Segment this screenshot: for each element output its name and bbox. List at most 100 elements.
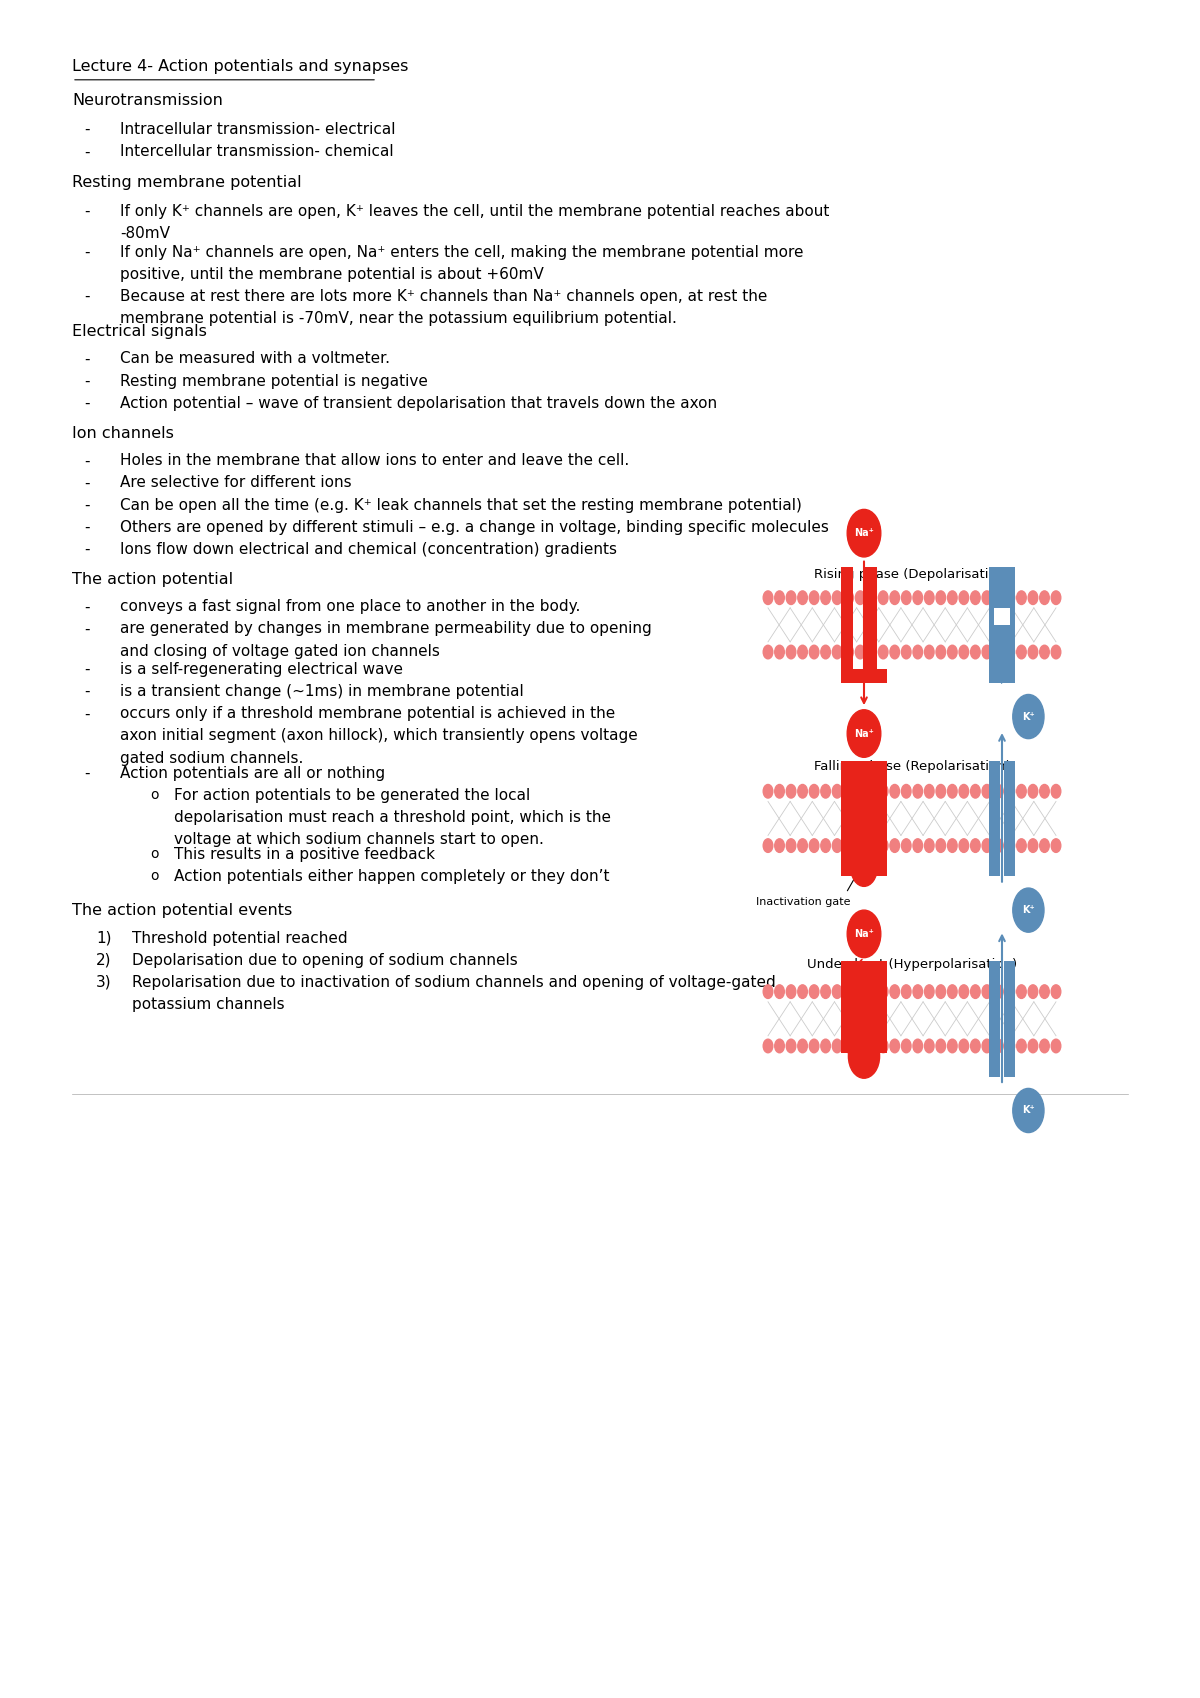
- Text: Action potential – wave of transient depolarisation that travels down the axon: Action potential – wave of transient dep…: [120, 396, 718, 411]
- Text: K⁺: K⁺: [1022, 1105, 1034, 1116]
- Text: Action potentials are all or nothing: Action potentials are all or nothing: [120, 766, 385, 781]
- Text: If only Na⁺ channels are open, Na⁺ enters the cell, making the membrane potentia: If only Na⁺ channels are open, Na⁺ enter…: [120, 245, 804, 260]
- Circle shape: [1006, 839, 1015, 852]
- Circle shape: [971, 1039, 980, 1053]
- Circle shape: [936, 645, 946, 659]
- Circle shape: [833, 645, 842, 659]
- Circle shape: [878, 645, 888, 659]
- Circle shape: [994, 985, 1003, 998]
- Circle shape: [1006, 645, 1015, 659]
- Circle shape: [1051, 591, 1061, 604]
- Circle shape: [763, 839, 773, 852]
- Circle shape: [924, 645, 934, 659]
- Text: -: -: [84, 766, 90, 781]
- Circle shape: [809, 645, 818, 659]
- Circle shape: [1028, 645, 1038, 659]
- Circle shape: [798, 591, 808, 604]
- Text: -: -: [84, 542, 90, 557]
- Circle shape: [924, 839, 934, 852]
- Circle shape: [809, 784, 818, 798]
- Text: -: -: [84, 706, 90, 722]
- Text: -80mV: -80mV: [120, 226, 170, 241]
- Text: Repolarisation due to inactivation of sodium channels and opening of voltage-gat: Repolarisation due to inactivation of so…: [132, 975, 775, 990]
- Circle shape: [821, 1039, 830, 1053]
- Circle shape: [798, 985, 808, 998]
- Circle shape: [1013, 888, 1044, 932]
- Circle shape: [1039, 839, 1049, 852]
- Circle shape: [856, 1039, 865, 1053]
- Circle shape: [959, 591, 968, 604]
- Text: Intracellular transmission- electrical: Intracellular transmission- electrical: [120, 122, 396, 138]
- Circle shape: [1039, 784, 1049, 798]
- Circle shape: [982, 839, 991, 852]
- Circle shape: [798, 1039, 808, 1053]
- Circle shape: [948, 784, 958, 798]
- Text: -: -: [84, 453, 90, 469]
- Circle shape: [994, 645, 1003, 659]
- Text: o: o: [150, 788, 158, 801]
- Text: Resting membrane potential is negative: Resting membrane potential is negative: [120, 374, 428, 389]
- Circle shape: [1051, 645, 1061, 659]
- Circle shape: [878, 784, 888, 798]
- Circle shape: [901, 645, 911, 659]
- Circle shape: [1051, 839, 1061, 852]
- Circle shape: [763, 591, 773, 604]
- Text: -: -: [84, 684, 90, 700]
- FancyBboxPatch shape: [1004, 961, 1015, 1077]
- Circle shape: [786, 645, 796, 659]
- Circle shape: [971, 645, 980, 659]
- Circle shape: [798, 784, 808, 798]
- Circle shape: [913, 784, 923, 798]
- Text: conveys a fast signal from one place to another in the body.: conveys a fast signal from one place to …: [120, 599, 581, 615]
- Text: Lecture 4- Action potentials and synapses: Lecture 4- Action potentials and synapse…: [72, 59, 408, 75]
- Circle shape: [844, 1039, 853, 1053]
- Text: gated sodium channels.: gated sodium channels.: [120, 751, 304, 766]
- Circle shape: [901, 1039, 911, 1053]
- Text: Inactivation gate: Inactivation gate: [756, 897, 851, 907]
- Circle shape: [994, 839, 1003, 852]
- Text: -: -: [84, 144, 90, 160]
- FancyBboxPatch shape: [841, 961, 887, 1053]
- Circle shape: [844, 645, 853, 659]
- Circle shape: [847, 710, 881, 757]
- Text: This results in a positive feedback: This results in a positive feedback: [174, 847, 436, 863]
- Text: voltage at which sodium channels start to open.: voltage at which sodium channels start t…: [174, 832, 544, 847]
- Circle shape: [1016, 645, 1026, 659]
- Text: are generated by changes in membrane permeability due to opening: are generated by changes in membrane per…: [120, 621, 652, 637]
- Text: For action potentials to be generated the local: For action potentials to be generated th…: [174, 788, 530, 803]
- Circle shape: [994, 1039, 1003, 1053]
- Text: -: -: [84, 351, 90, 367]
- Circle shape: [844, 985, 853, 998]
- Circle shape: [959, 784, 968, 798]
- Circle shape: [821, 839, 830, 852]
- Circle shape: [775, 839, 785, 852]
- Text: o: o: [150, 847, 158, 861]
- Circle shape: [913, 1039, 923, 1053]
- Circle shape: [763, 985, 773, 998]
- Circle shape: [851, 849, 877, 886]
- Circle shape: [1016, 1039, 1026, 1053]
- Text: -: -: [84, 122, 90, 138]
- Circle shape: [948, 591, 958, 604]
- Text: Ions flow down electrical and chemical (concentration) gradients: Ions flow down electrical and chemical (…: [120, 542, 617, 557]
- Text: -: -: [84, 520, 90, 535]
- Text: Na⁺: Na⁺: [854, 728, 874, 739]
- Circle shape: [924, 591, 934, 604]
- Text: axon initial segment (axon hillock), which transiently opens voltage: axon initial segment (axon hillock), whi…: [120, 728, 637, 744]
- Circle shape: [971, 839, 980, 852]
- Circle shape: [901, 591, 911, 604]
- Text: Rising phase (Depolarisation): Rising phase (Depolarisation): [814, 567, 1010, 581]
- Circle shape: [948, 985, 958, 998]
- Text: -: -: [84, 374, 90, 389]
- FancyBboxPatch shape: [841, 669, 887, 683]
- Circle shape: [878, 1039, 888, 1053]
- Text: membrane potential is -70mV, near the potassium equilibrium potential.: membrane potential is -70mV, near the po…: [120, 311, 677, 326]
- Circle shape: [775, 1039, 785, 1053]
- Circle shape: [763, 645, 773, 659]
- Text: -: -: [84, 289, 90, 304]
- Circle shape: [1051, 1039, 1061, 1053]
- Circle shape: [913, 839, 923, 852]
- Circle shape: [982, 985, 991, 998]
- Circle shape: [901, 784, 911, 798]
- Circle shape: [924, 784, 934, 798]
